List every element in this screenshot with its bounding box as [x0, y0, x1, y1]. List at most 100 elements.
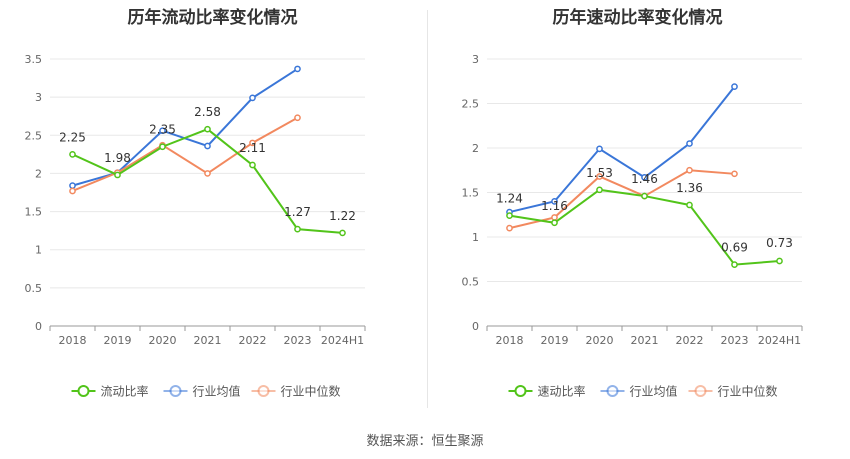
y-tick-label: 1: [35, 244, 42, 257]
legend-label: 行业中位数: [718, 384, 778, 399]
y-tick-label: 0: [35, 320, 42, 333]
data-label: 0.73: [766, 236, 793, 250]
x-tick-label: 2022: [676, 334, 704, 347]
data-point: [551, 214, 558, 221]
data-point: [731, 170, 738, 178]
data-point: [506, 224, 513, 232]
x-tick-label: 2018: [496, 334, 524, 347]
y-tick-label: 3.5: [25, 53, 43, 66]
data-point: [159, 127, 166, 135]
legend-label: 速动比率: [538, 384, 586, 399]
current-ratio-chart: 0 0.5 1 1.5 2 2.5 3 3.5 2018 2019 2020 2021 2022 2023…: [25, 53, 366, 399]
current-ratio-panel: 历年流动比率变化情况 0 0.5 1 1.5 2 2.5 3 3.5 2018 2019 2020 2…: [0, 0, 425, 420]
data-point: [159, 143, 166, 151]
data-point: [294, 225, 301, 233]
legend-label: 行业均值: [193, 384, 241, 399]
data-label: 1.27: [284, 205, 311, 219]
y-tick-label: 0.5: [25, 282, 43, 295]
data-point: [114, 171, 121, 179]
x-tick-label: 2020: [586, 334, 614, 347]
data-label: 2.35: [149, 123, 176, 137]
series-line-industry-mean: [509, 85, 736, 214]
series-line-industry-median: [509, 169, 735, 230]
x-tick-label: 2018: [59, 334, 87, 347]
data-label: 1.98: [104, 151, 131, 165]
legend-marker: [514, 385, 527, 397]
data-point: [204, 125, 211, 133]
y-tick-label: 1.5: [462, 187, 480, 200]
data-point: [204, 142, 211, 150]
data-label: 1.46: [631, 172, 658, 186]
data-label: 1.22: [329, 209, 356, 223]
y-tick-label: 1.5: [25, 206, 43, 219]
data-label: 0.69: [721, 241, 748, 255]
data-point: [551, 198, 558, 205]
data-point: [249, 139, 256, 147]
data-point: [506, 212, 513, 219]
data-point: [686, 166, 693, 174]
data-point: [641, 192, 648, 200]
data-point: [294, 114, 301, 122]
y-tick-label: 3: [35, 91, 42, 104]
legend-item: 行业均值: [600, 384, 678, 399]
y-tick-label: 2.5: [25, 129, 43, 142]
x-tick-label: 2019: [541, 334, 569, 347]
x-tick-label: 2024H1: [321, 334, 364, 347]
data-point: [686, 140, 693, 147]
legend-item: 行业中位数: [251, 384, 341, 399]
data-point: [294, 65, 301, 73]
chart-title: 历年流动比率变化情况: [127, 8, 298, 28]
data-point: [69, 151, 76, 158]
data-label: 1.16: [541, 199, 568, 213]
x-tick-label: 2023: [721, 334, 749, 347]
y-tick-label: 0: [472, 320, 479, 333]
source-note: 数据来源：恒生聚源: [366, 434, 484, 449]
x-tick-label: 2023: [284, 334, 312, 347]
quick-ratio-panel: 历年速动比率变化情况 0 0.5 1 1.5 2 2.5 3 2018 2019 2020 2021…: [425, 0, 850, 420]
y-tick-label: 2.5: [462, 98, 480, 111]
series-line-industry-mean: [72, 68, 299, 187]
data-point: [69, 182, 76, 189]
x-tick-label: 2020: [149, 334, 177, 347]
data-point: [204, 170, 211, 177]
data-point: [776, 257, 783, 265]
data-point: [596, 145, 603, 153]
x-tick-label: 2021: [631, 334, 659, 347]
legend-label: 行业均值: [630, 384, 678, 399]
y-tick-label: 2: [35, 167, 42, 180]
legend-marker: [694, 385, 707, 397]
x-tick-label: 2022: [239, 334, 267, 347]
data-point: [249, 94, 256, 102]
legend-marker: [257, 385, 270, 397]
y-tick-label: 3: [472, 53, 479, 66]
data-label: 1.53: [586, 166, 613, 180]
data-point: [249, 161, 256, 169]
legend-marker: [606, 385, 619, 397]
data-point: [641, 174, 648, 181]
legend-item: 行业均值: [163, 384, 241, 399]
legend-item: 行业中位数: [688, 384, 778, 399]
x-tick-label: 2024H1: [758, 334, 801, 347]
x-tick-label: 2019: [104, 334, 132, 347]
chart-title: 历年速动比率变化情况: [552, 8, 723, 28]
data-point: [596, 186, 603, 194]
legend-label: 流动比率: [101, 384, 149, 399]
panel-divider: [427, 10, 428, 408]
y-tick-label: 1: [472, 231, 479, 244]
x-tick-label: 2021: [194, 334, 222, 347]
quick-ratio-chart: 0 0.5 1 1.5 2 2.5 3 2018 2019 2020 2021 2022 2023 202…: [462, 53, 803, 399]
data-point: [596, 173, 603, 180]
data-point: [686, 201, 693, 209]
data-label: 2.11: [239, 141, 266, 155]
data-label: 2.25: [59, 130, 86, 144]
legend-item: 速动比率: [508, 384, 586, 399]
data-point: [551, 219, 558, 227]
data-point: [731, 261, 738, 268]
y-tick-label: 0.5: [462, 276, 480, 289]
data-label: 1.24: [496, 192, 523, 206]
data-point: [69, 187, 76, 195]
data-label: 2.58: [194, 105, 221, 119]
data-label: 1.36: [676, 181, 703, 195]
data-point: [731, 83, 738, 90]
data-point: [339, 229, 346, 237]
